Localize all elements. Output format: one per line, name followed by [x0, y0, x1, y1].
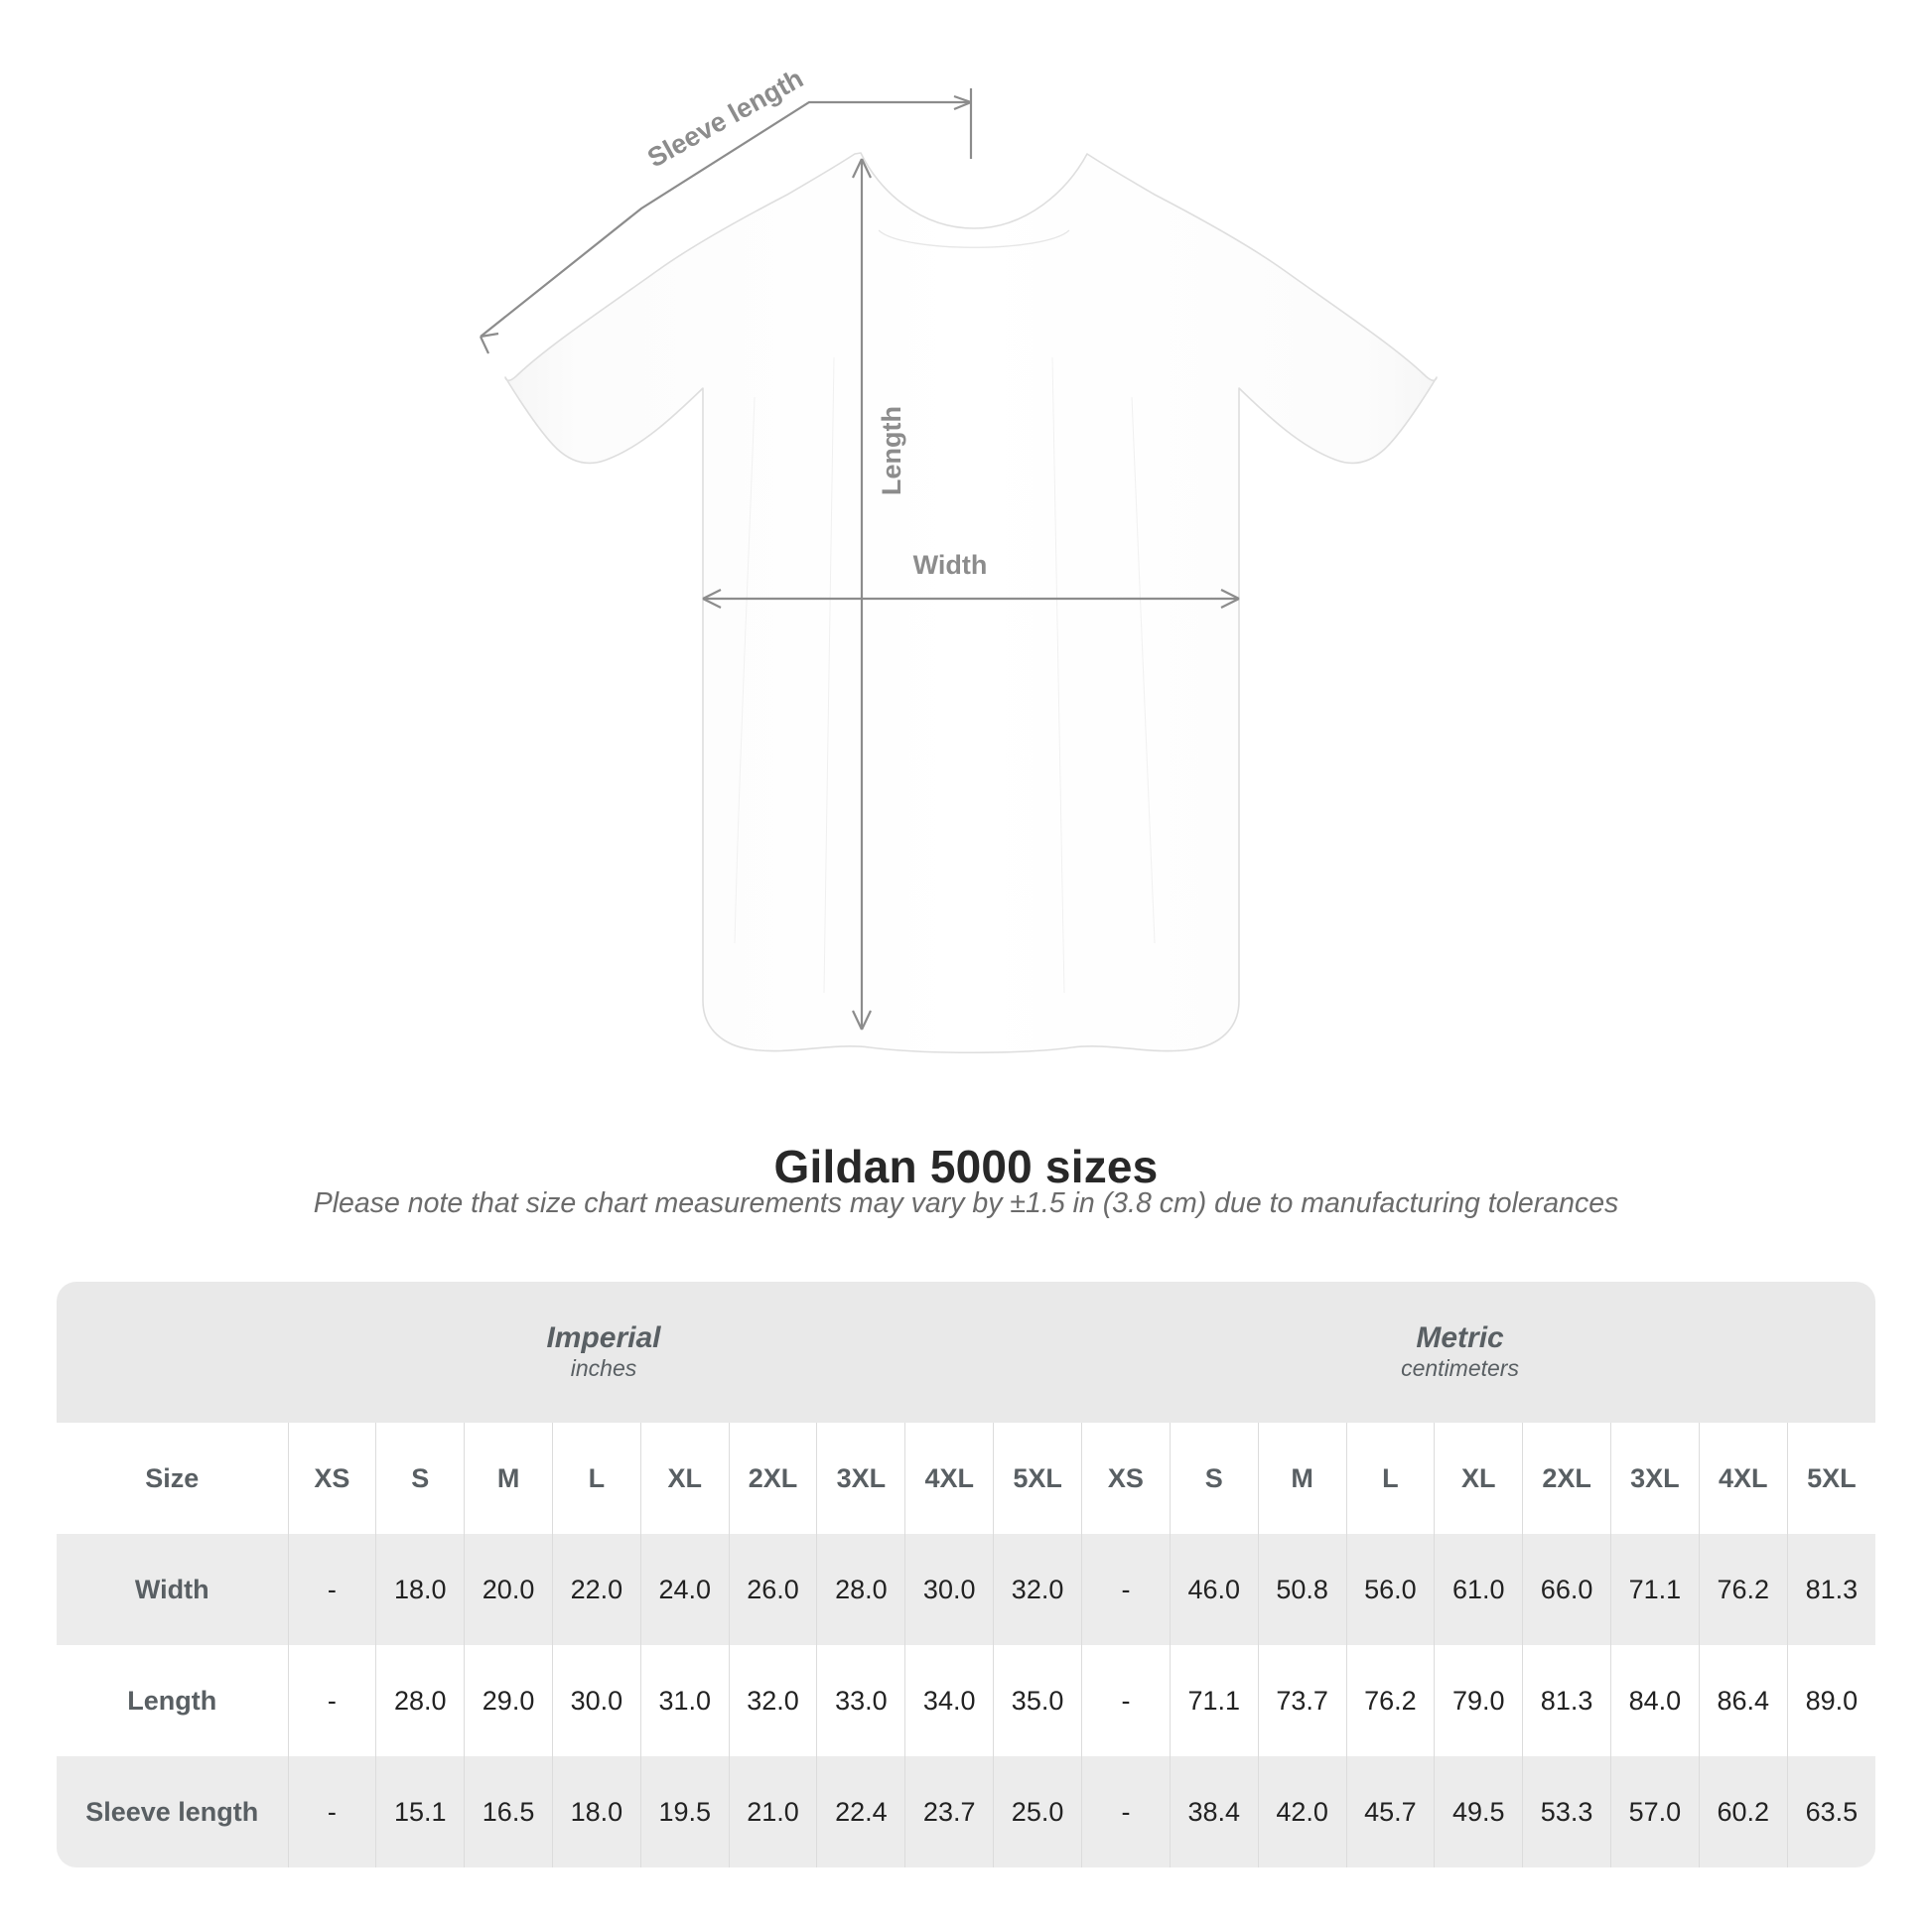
svg-text:Width: Width: [913, 550, 988, 580]
svg-text:Length: Length: [877, 406, 906, 495]
